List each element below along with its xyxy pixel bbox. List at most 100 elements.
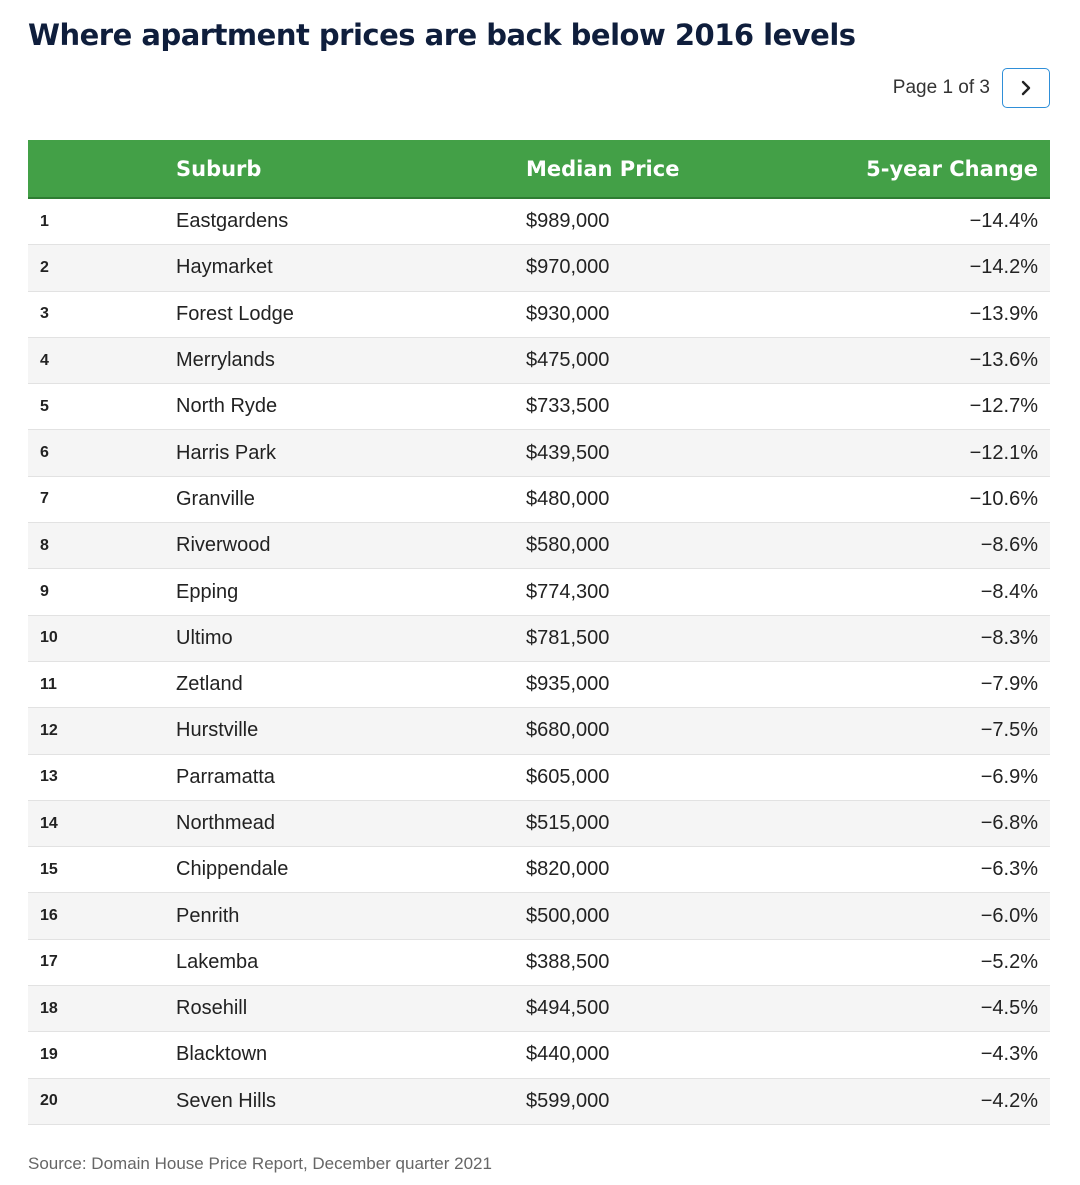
median-price-cell: $480,000 bbox=[526, 487, 610, 510]
rank-cell: 6 bbox=[40, 444, 49, 462]
rank-cell: 17 bbox=[40, 953, 58, 971]
median-price-cell: $515,000 bbox=[526, 812, 610, 834]
rank-cell: 5 bbox=[40, 397, 49, 415]
suburb-cell: Forest Lodge bbox=[176, 302, 294, 325]
change-cell: −8.4% bbox=[980, 580, 1038, 603]
rank-cell: 18 bbox=[40, 999, 58, 1017]
median-price-cell: $733,500 bbox=[526, 395, 610, 418]
column-header-5-year-change: 5-year Change bbox=[866, 156, 1038, 181]
table-row: 14 Northmead $515,000 −6.8% bbox=[28, 800, 1050, 848]
change-cell: −7.5% bbox=[980, 719, 1038, 742]
suburb-cell: Ultimo bbox=[176, 626, 233, 649]
change-cell: −14.4% bbox=[969, 210, 1038, 233]
table-row: 19 Blacktown $440,000 −4.3% bbox=[28, 1032, 1050, 1079]
column-header-median-price: Median Price bbox=[526, 156, 680, 181]
rank-cell: 15 bbox=[40, 860, 58, 878]
median-price-cell: $680,000 bbox=[526, 719, 610, 742]
median-price-cell: $439,500 bbox=[526, 441, 610, 464]
pagination: Page 1 of 3 bbox=[893, 68, 1050, 108]
rank-cell: 20 bbox=[40, 1092, 58, 1110]
suburb-cell: Haymarket bbox=[176, 256, 273, 279]
suburb-cell: Epping bbox=[176, 580, 239, 603]
suburb-cell: Penrith bbox=[176, 904, 240, 927]
table-row: 11 Zetland $935,000 −7.9% bbox=[28, 662, 1050, 709]
table-row: 6 Harris Park $439,500 −12.1% bbox=[28, 430, 1050, 477]
suburb-cell: Seven Hills bbox=[176, 1089, 277, 1112]
rank-cell: 11 bbox=[40, 675, 57, 693]
suburb-cell: Chippendale bbox=[176, 858, 289, 881]
suburb-cell: Merrylands bbox=[176, 349, 275, 372]
median-price-cell: $605,000 bbox=[526, 765, 610, 788]
median-price-cell: $774,300 bbox=[526, 580, 610, 603]
change-cell: −6.3% bbox=[980, 858, 1038, 881]
suburb-cell: North Ryde bbox=[176, 395, 278, 418]
suburb-cell: Harris Park bbox=[176, 441, 277, 464]
change-cell: −12.7% bbox=[969, 395, 1038, 418]
median-price-cell: $500,000 bbox=[526, 904, 610, 927]
suburb-cell: Blacktown bbox=[176, 1043, 268, 1066]
table-row: 13 Parramatta $605,000 −6.9% bbox=[28, 755, 1050, 801]
rank-cell: 1 bbox=[40, 212, 49, 230]
change-cell: −12.1% bbox=[969, 441, 1038, 464]
median-price-cell: $494,500 bbox=[526, 997, 610, 1020]
table-row: 8 Riverwood $580,000 −8.6% bbox=[28, 523, 1050, 570]
rank-cell: 9 bbox=[40, 583, 49, 601]
change-cell: −4.3% bbox=[980, 1043, 1038, 1066]
change-cell: −5.2% bbox=[980, 950, 1038, 973]
rank-cell: 12 bbox=[40, 721, 58, 739]
suburb-cell: Granville bbox=[176, 487, 255, 510]
rank-cell: 10 bbox=[40, 629, 58, 647]
median-price-cell: $781,500 bbox=[526, 626, 610, 649]
rank-cell: 8 bbox=[40, 536, 49, 554]
median-price-cell: $599,000 bbox=[526, 1089, 610, 1112]
table-row: 18 Rosehill $494,500 −4.5% bbox=[28, 986, 1050, 1033]
suburb-cell: Rosehill bbox=[176, 997, 248, 1020]
suburb-cell: Zetland bbox=[176, 673, 243, 696]
median-price-cell: $388,500 bbox=[526, 950, 610, 973]
median-price-cell: $970,000 bbox=[526, 256, 610, 279]
median-price-cell: $475,000 bbox=[526, 349, 610, 372]
rank-cell: 3 bbox=[40, 305, 49, 323]
median-price-cell: $820,000 bbox=[526, 858, 610, 881]
table-row: 16 Penrith $500,000 −6.0% bbox=[28, 893, 1050, 940]
rank-cell: 13 bbox=[40, 768, 58, 786]
table-row: 5 North Ryde $733,500 −12.7% bbox=[28, 384, 1050, 431]
change-cell: −4.5% bbox=[980, 997, 1038, 1020]
table-header: Suburb Median Price 5-year Change bbox=[28, 140, 1050, 199]
change-cell: −13.9% bbox=[969, 302, 1038, 325]
rank-cell: 2 bbox=[40, 258, 49, 276]
suburb-cell: Parramatta bbox=[176, 765, 275, 788]
chevron-right-icon bbox=[1021, 80, 1031, 96]
median-price-cell: $989,000 bbox=[526, 210, 610, 233]
table-row: 9 Epping $774,300 −8.4% bbox=[28, 569, 1050, 616]
median-price-cell: $440,000 bbox=[526, 1043, 610, 1066]
change-cell: −10.6% bbox=[969, 487, 1038, 510]
source-note: Source: Domain House Price Report, Decem… bbox=[28, 1154, 492, 1173]
table-row: 15 Chippendale $820,000 −6.3% bbox=[28, 847, 1050, 894]
suburb-cell: Lakemba bbox=[176, 950, 259, 973]
median-price-cell: $930,000 bbox=[526, 302, 610, 325]
rank-cell: 7 bbox=[40, 490, 49, 508]
change-cell: −14.2% bbox=[969, 256, 1038, 279]
change-cell: −6.8% bbox=[980, 812, 1038, 834]
table-row: 10 Ultimo $781,500 −8.3% bbox=[28, 615, 1050, 662]
rank-cell: 4 bbox=[40, 351, 49, 369]
page-title: Where apartment prices are back below 20… bbox=[28, 18, 856, 52]
next-page-button[interactable] bbox=[1002, 68, 1050, 108]
table-row: 20 Seven Hills $599,000 −4.2% bbox=[28, 1078, 1050, 1125]
table-body: 1 Eastgardens $989,000 −14.4% 2 Haymarket $970… bbox=[28, 199, 1050, 1125]
median-price-cell: $580,000 bbox=[526, 534, 610, 557]
table-row: 4 Merrylands $475,000 −13.6% bbox=[28, 337, 1050, 385]
table-row: 12 Hurstville $680,000 −7.5% bbox=[28, 708, 1050, 755]
change-cell: −8.6% bbox=[980, 534, 1038, 557]
change-cell: −13.6% bbox=[969, 349, 1038, 372]
table-row: 1 Eastgardens $989,000 −14.4% bbox=[28, 199, 1050, 246]
page-indicator: Page 1 of 3 bbox=[892, 77, 990, 98]
suburb-cell: Northmead bbox=[176, 812, 275, 834]
rank-cell: 16 bbox=[40, 907, 58, 925]
suburb-cell: Riverwood bbox=[176, 534, 271, 557]
change-cell: −4.2% bbox=[980, 1089, 1038, 1112]
table-row: 2 Haymarket $970,000 −14.2% bbox=[28, 245, 1050, 292]
change-cell: −6.9% bbox=[980, 765, 1038, 788]
